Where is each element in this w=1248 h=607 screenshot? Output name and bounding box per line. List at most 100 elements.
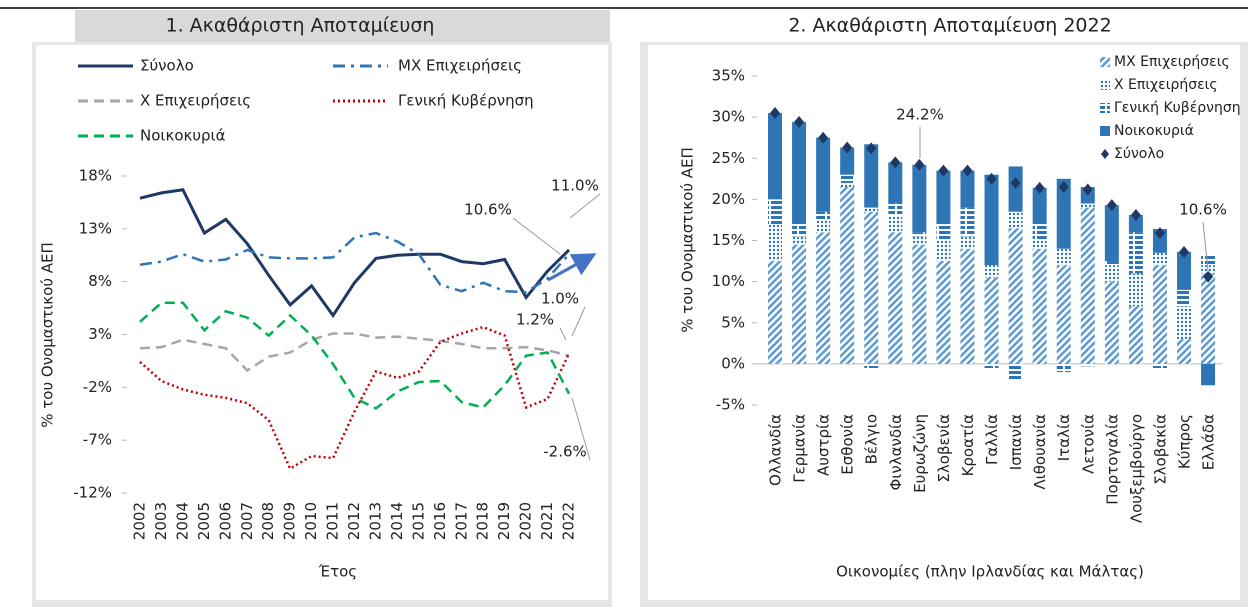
- bar-segment: [1177, 306, 1192, 340]
- bar-segment: [816, 232, 831, 364]
- bar-segment: [1056, 265, 1071, 364]
- x-tick-label: 2018: [474, 502, 492, 540]
- x-tick-label: Βέλγιο: [863, 414, 881, 464]
- x-tick-label: Αυστρία: [815, 414, 833, 476]
- annotation: 1.2%: [516, 311, 554, 329]
- bar-segment: [936, 261, 951, 364]
- line-series: [139, 188, 571, 319]
- x-tick-label: 2002: [131, 502, 149, 540]
- bar-segment: [1128, 232, 1143, 274]
- bar-segment: [1128, 306, 1143, 364]
- legend-label: ΜΧ Επιχειρήσεις: [398, 57, 522, 75]
- bar-segment: [960, 170, 975, 208]
- bar-segment: [840, 182, 855, 188]
- bar-segment: [1152, 265, 1167, 364]
- bar-segment: [1008, 166, 1023, 212]
- y-tick-label: -5%: [716, 396, 745, 414]
- x-tick-label: Κροατία: [959, 414, 977, 477]
- x-tick-label: Ιταλία: [1055, 414, 1073, 461]
- x-tick-label: 2007: [238, 502, 256, 540]
- bar-segment: [984, 174, 999, 266]
- bar-segment: [888, 162, 903, 204]
- x-tick-label: 2015: [409, 502, 427, 540]
- legend-swatch: [1100, 103, 1110, 113]
- legend-label: Νοικοκυριά: [140, 127, 226, 145]
- y-tick-label: -12%: [73, 484, 112, 502]
- x-tick-label: Γαλλία: [983, 414, 1001, 465]
- bar-segment: [768, 224, 782, 262]
- bar-segment: [936, 240, 951, 262]
- x-tick-label: Σλοβενία: [935, 414, 953, 483]
- bar-segment: [792, 236, 807, 245]
- bar-segment: [792, 122, 807, 225]
- x-tick-label: 2021: [538, 502, 556, 540]
- bar-segment: [936, 224, 951, 241]
- x-tick-label: Σλοβακία: [1151, 414, 1169, 485]
- chart-title: 2. Ακαθάριστη Αποταμίευση 2022: [788, 15, 1111, 37]
- bar-segment: [960, 207, 975, 237]
- total-marker: [1203, 270, 1214, 283]
- x-tick-label: 2003: [152, 502, 170, 540]
- x-tick-label: 2013: [366, 502, 384, 540]
- bar-segment: [1008, 211, 1023, 229]
- y-axis-title: % του Ονομαστικού ΑΕΠ: [39, 242, 57, 428]
- bar-segment: [912, 244, 927, 364]
- legend-label: Σύνολο: [140, 57, 194, 75]
- legend-label: Χ Επιχειρήσεις: [140, 92, 251, 110]
- total-marker: [1130, 209, 1141, 222]
- legend-swatch: [1100, 57, 1110, 67]
- x-tick-label: 2017: [452, 502, 470, 540]
- x-tick-label: Ολλανδία: [767, 414, 785, 486]
- bar-segment: [864, 363, 879, 368]
- x-tick-label: 2012: [345, 502, 363, 540]
- x-tick-label: Γερμανία: [791, 414, 809, 483]
- annotation: 1.0%: [541, 290, 579, 308]
- bar-segment: [1177, 339, 1192, 364]
- header-band: [75, 10, 610, 42]
- annotation-leader: [571, 397, 591, 461]
- annotation-leader: [559, 327, 567, 341]
- bar-segment: [1056, 248, 1071, 266]
- bar-segment: [816, 219, 831, 233]
- total-marker: [962, 164, 973, 177]
- total-marker: [1058, 181, 1069, 194]
- total-marker: [1010, 176, 1021, 189]
- x-tick-label: 2005: [195, 502, 213, 540]
- legend-label: Γενική Κυβέρνηση: [1114, 100, 1241, 116]
- annotation-leader: [512, 217, 561, 255]
- x-tick-label: Ελλάδα: [1200, 414, 1218, 470]
- annotation: 11.0%: [551, 177, 599, 195]
- bar-segment: [840, 174, 855, 183]
- bar-segment: [1152, 252, 1167, 266]
- bar-segment: [1032, 224, 1047, 241]
- x-tick-label: Λιθουανία: [1031, 414, 1049, 490]
- annotation: 24.2%: [896, 106, 944, 124]
- bar-segment: [792, 224, 807, 237]
- bar-segment: [984, 265, 999, 278]
- y-axis-title: % του Ονομαστικού ΑΕΠ: [679, 147, 697, 333]
- y-tick-label: 18%: [79, 167, 112, 185]
- y-tick-label: 25%: [712, 149, 745, 167]
- x-tick-label: 2009: [281, 502, 299, 540]
- bar-segment: [1080, 363, 1095, 367]
- x-tick-label: 2011: [324, 502, 342, 540]
- legend-label: Νοικοκυριά: [1114, 123, 1194, 139]
- bar-segment: [1008, 228, 1023, 364]
- bar-segment: [816, 211, 831, 220]
- bar-segment: [1056, 178, 1071, 249]
- total-marker: [938, 164, 949, 177]
- annotation: 10.6%: [464, 201, 512, 219]
- y-tick-label: 20%: [712, 190, 745, 208]
- annotation: 10.6%: [1179, 201, 1227, 219]
- x-tick-label: Λουξεμβούργο: [1127, 414, 1145, 523]
- x-tick-label: 2008: [259, 502, 277, 540]
- bar-segment: [1152, 228, 1167, 253]
- total-marker: [770, 107, 780, 120]
- chart-title: 1. Ακαθάριστη Αποταμίευση: [166, 15, 435, 37]
- bar-segment: [1201, 255, 1216, 266]
- total-marker: [1154, 227, 1165, 240]
- x-tick-label: Πορτογαλία: [1103, 414, 1121, 505]
- legend-label: Χ Επιχειρήσεις: [1114, 77, 1218, 93]
- bar-segment: [792, 244, 807, 364]
